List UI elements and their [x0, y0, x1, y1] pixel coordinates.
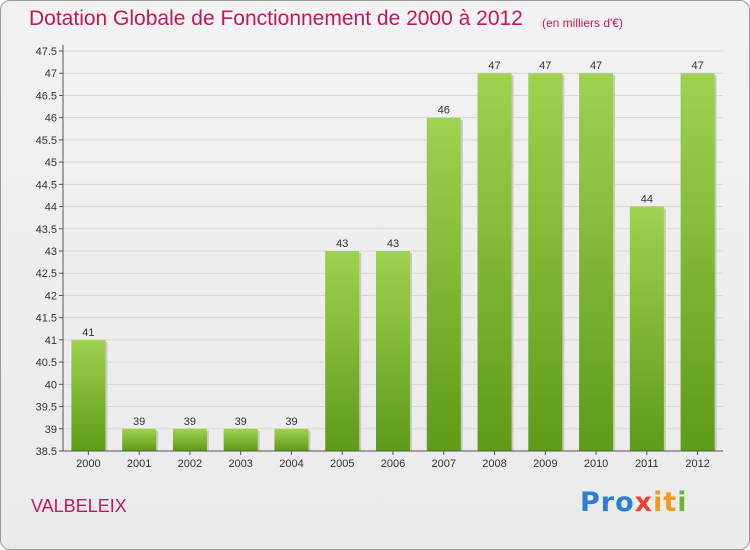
- y-tick-label: 40.5: [36, 357, 57, 369]
- y-tick-label: 45.5: [36, 135, 57, 147]
- bar: [122, 428, 157, 451]
- x-tick-label: 2011: [635, 458, 659, 470]
- logo-part: x: [634, 487, 654, 518]
- y-tick-label: 47: [45, 68, 57, 80]
- bar: [172, 428, 207, 451]
- y-tick-label: 44.5: [36, 179, 57, 191]
- x-tick-label: 2009: [533, 458, 557, 470]
- y-tick-label: 38.5: [36, 446, 57, 458]
- bar-value-label: 39: [285, 416, 297, 428]
- logo-part: Pro: [580, 487, 635, 518]
- y-tick-label: 41.5: [36, 313, 57, 325]
- bar: [579, 73, 614, 451]
- bar: [477, 73, 512, 451]
- chart-unit-note: (en milliers d'€): [542, 16, 623, 30]
- y-tick-label: 44: [45, 202, 57, 214]
- bar-value-label: 39: [184, 416, 196, 428]
- bar-value-label: 43: [336, 238, 348, 250]
- logo-part: i: [677, 487, 688, 518]
- logo-part: it: [653, 487, 678, 518]
- x-tick-label: 2000: [76, 458, 100, 470]
- x-tick-label: 2008: [482, 458, 506, 470]
- chart-title: Dotation Globale de Fonctionnement de 20…: [29, 7, 523, 30]
- x-tick-label: 2003: [228, 458, 252, 470]
- y-tick-label: 47.5: [36, 46, 57, 58]
- x-tick-label: 2001: [127, 458, 151, 470]
- bar-value-label: 39: [235, 416, 247, 428]
- x-tick-label: 2006: [381, 458, 405, 470]
- bar: [223, 428, 258, 451]
- y-tick-label: 43.5: [36, 224, 57, 236]
- bar: [325, 251, 360, 451]
- bar-value-label: 44: [641, 194, 653, 206]
- bar: [629, 206, 664, 451]
- bar-value-label: 47: [539, 60, 551, 72]
- y-tick-label: 39: [45, 424, 57, 436]
- y-tick-label: 42.5: [36, 268, 57, 280]
- bar: [528, 73, 563, 451]
- proxiti-logo: Proxiti: [580, 487, 688, 518]
- bar: [274, 428, 309, 451]
- bar-value-label: 47: [590, 60, 602, 72]
- y-tick-label: 41: [45, 335, 57, 347]
- bar-value-label: 46: [438, 105, 450, 117]
- bar: [426, 117, 461, 452]
- x-tick-label: 2002: [178, 458, 202, 470]
- y-tick-label: 45: [45, 157, 57, 169]
- bar-value-label: 47: [488, 60, 500, 72]
- bars: 41 39 39 39 39 43 43 46 47 47 47 44 47: [71, 60, 717, 452]
- x-tick-label: 2005: [330, 458, 354, 470]
- y-tick-label: 39.5: [36, 402, 57, 414]
- y-tick-label: 46: [45, 113, 57, 125]
- bar: [376, 251, 410, 451]
- y-tick-label: 46.5: [36, 90, 57, 102]
- y-tick-label: 40: [45, 379, 57, 391]
- y-tick-label: 42: [45, 290, 57, 302]
- axes: 38.5 39 39.5 40 40.5 41 41.5 42 42.5 43 43.5 44 44.5…: [36, 45, 723, 470]
- bar: [71, 339, 106, 451]
- bar: [680, 73, 715, 451]
- commune-name: VALBELEIX: [31, 496, 127, 516]
- bar-value-label: 43: [387, 238, 399, 250]
- x-tick-label: 2004: [279, 458, 303, 470]
- bar-value-label: 47: [691, 60, 703, 72]
- x-tick-label: 2010: [584, 458, 608, 470]
- bar-value-label: 41: [82, 327, 94, 339]
- y-tick-label: 43: [45, 246, 57, 258]
- x-tick-label: 2007: [432, 458, 456, 470]
- bar-value-label: 39: [133, 416, 145, 428]
- x-tick-label: 2012: [685, 458, 709, 470]
